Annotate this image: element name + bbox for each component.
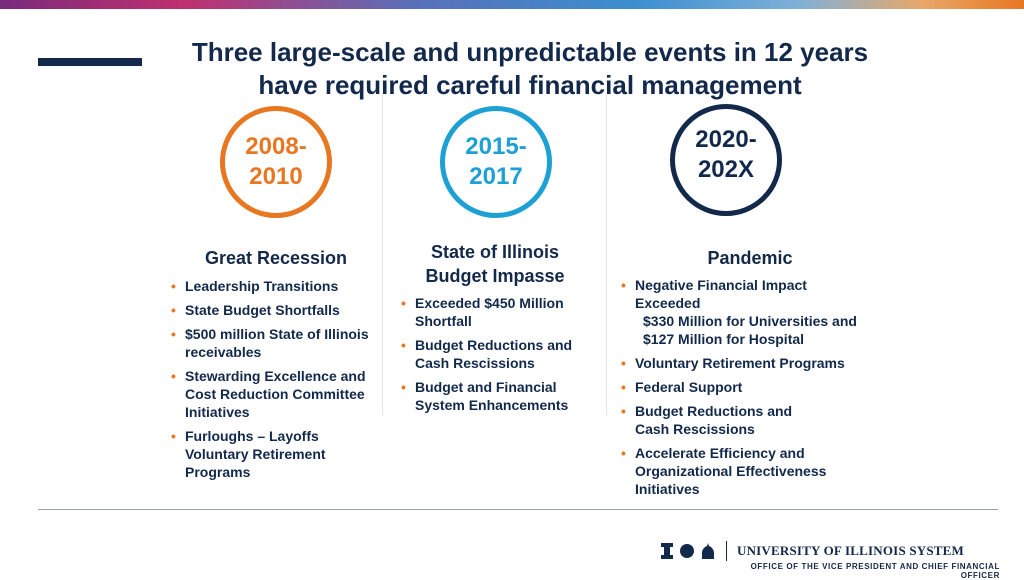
budget-impasse-bullet-list: Exceeded $450 Million Shortfall Budget R… — [400, 294, 600, 420]
bullet-text: System Enhancements — [415, 397, 569, 413]
dome-icon — [702, 543, 714, 559]
period-label-line-1: 2008- — [245, 133, 307, 160]
bullet-text: Furloughs – Layoffs — [185, 428, 319, 444]
bullet-text: Programs — [185, 464, 251, 480]
bullet-text: Exceeded $450 Million — [415, 295, 564, 311]
seal-icon — [680, 544, 694, 558]
university-system-name: UNIVERSITY OF ILLINOIS SYSTEM — [737, 543, 964, 558]
bullet-text: Cash Rescissions — [635, 421, 755, 437]
list-item: Budget and Financial System Enhancements — [400, 378, 600, 414]
column-heading-text: Pandemic — [707, 248, 793, 268]
period-label-line-1: 2015- — [465, 133, 527, 160]
list-item: Accelerate Efficiency and Organizational… — [620, 444, 890, 498]
bullet-text: Exceeded — [635, 295, 701, 311]
bullet-text: Organizational Effectiveness — [635, 463, 827, 479]
block-i-icon — [661, 543, 673, 559]
top-gradient-bar — [0, 0, 1024, 9]
column-divider-2 — [606, 95, 607, 415]
list-item: $500 million State of Illinois receivabl… — [170, 325, 390, 361]
logo-separator — [726, 541, 727, 561]
list-item: Negative Financial Impact Exceeded $330 … — [620, 276, 890, 348]
bullet-text: Cost Reduction Committee — [185, 386, 365, 402]
bullet-text: Budget Reductions and — [415, 337, 573, 353]
period-circle-2008-2010: 2008- 2010 — [220, 106, 332, 218]
footer-logo-lockup: UNIVERSITY OF ILLINOIS SYSTEM — [660, 541, 964, 561]
column-heading-budget-impasse: State of Illinois Budget Impasse — [395, 240, 595, 288]
great-recession-bullet-list: Leadership Transitions State Budget Shor… — [170, 277, 390, 487]
list-item: Furloughs – Layoffs Voluntary Retirement… — [170, 427, 390, 481]
bullet-text: State Budget Shortfalls — [185, 302, 340, 318]
bullet-text: Accelerate Efficiency and — [635, 445, 805, 461]
list-item: Voluntary Retirement Programs — [620, 354, 890, 372]
bullet-text: Budget and Financial — [415, 379, 557, 395]
list-item: Leadership Transitions — [170, 277, 390, 295]
bullet-text: Shortfall — [415, 313, 472, 329]
list-item: Budget Reductions and Cash Rescissions — [620, 402, 890, 438]
column-heading-pandemic: Pandemic — [650, 246, 850, 270]
bullet-text: Budget Reductions and — [635, 403, 793, 419]
bullet-subtext: $127 Million for Hospital — [643, 331, 805, 347]
footer-divider — [38, 509, 998, 510]
period-label-line-2: 2010 — [249, 163, 303, 190]
period-label-line-2: 2017 — [469, 163, 523, 190]
bullet-text: Leadership Transitions — [185, 278, 339, 294]
bullet-text: Initiatives — [185, 404, 250, 420]
slide-title: Three large-scale and unpredictable even… — [150, 36, 910, 102]
period-circle-2020-202x: 2020- 202X — [670, 104, 782, 216]
bullet-text: Voluntary Retirement Programs — [635, 355, 845, 371]
period-label-line-1: 2020- — [695, 126, 757, 153]
list-item: Stewarding Excellence and Cost Reduction… — [170, 367, 390, 421]
column-heading-line-1: State of Illinois — [430, 242, 559, 262]
list-item: State Budget Shortfalls — [170, 301, 390, 319]
bullet-subtext: $330 Million for Universities and — [643, 313, 857, 329]
bullet-text: Voluntary Retirement — [185, 446, 326, 462]
list-item: Federal Support — [620, 378, 890, 396]
office-name: OFFICE OF THE VICE PRESIDENT AND CHIEF F… — [750, 562, 1000, 580]
column-heading-great-recession: Great Recession — [170, 246, 382, 270]
period-label-line-2: 202X — [697, 156, 755, 183]
column-divider-1 — [382, 95, 383, 415]
slide-title-line-2: have required careful financial manageme… — [258, 70, 802, 100]
list-item: Exceeded $450 Million Shortfall — [400, 294, 600, 330]
period-circle-2015-2017: 2015- 2017 — [440, 106, 552, 218]
bullet-text: receivables — [185, 344, 262, 360]
list-item: Budget Reductions and Cash Rescissions — [400, 336, 600, 372]
bullet-text: Negative Financial Impact — [635, 277, 807, 293]
slide-title-line-1: Three large-scale and unpredictable even… — [191, 37, 869, 67]
bullet-text: Cash Rescissions — [415, 355, 535, 371]
bullet-text: Federal Support — [635, 379, 743, 395]
title-accent-bar — [38, 58, 142, 66]
bullet-text: Initiatives — [635, 481, 700, 497]
pandemic-bullet-list: Negative Financial Impact Exceeded $330 … — [620, 276, 890, 504]
bullet-text: Stewarding Excellence and — [185, 368, 366, 384]
column-heading-line-2: Budget Impasse — [425, 266, 565, 286]
column-heading-text: Great Recession — [204, 248, 348, 268]
bullet-text: $500 million State of Illinois — [185, 326, 369, 342]
